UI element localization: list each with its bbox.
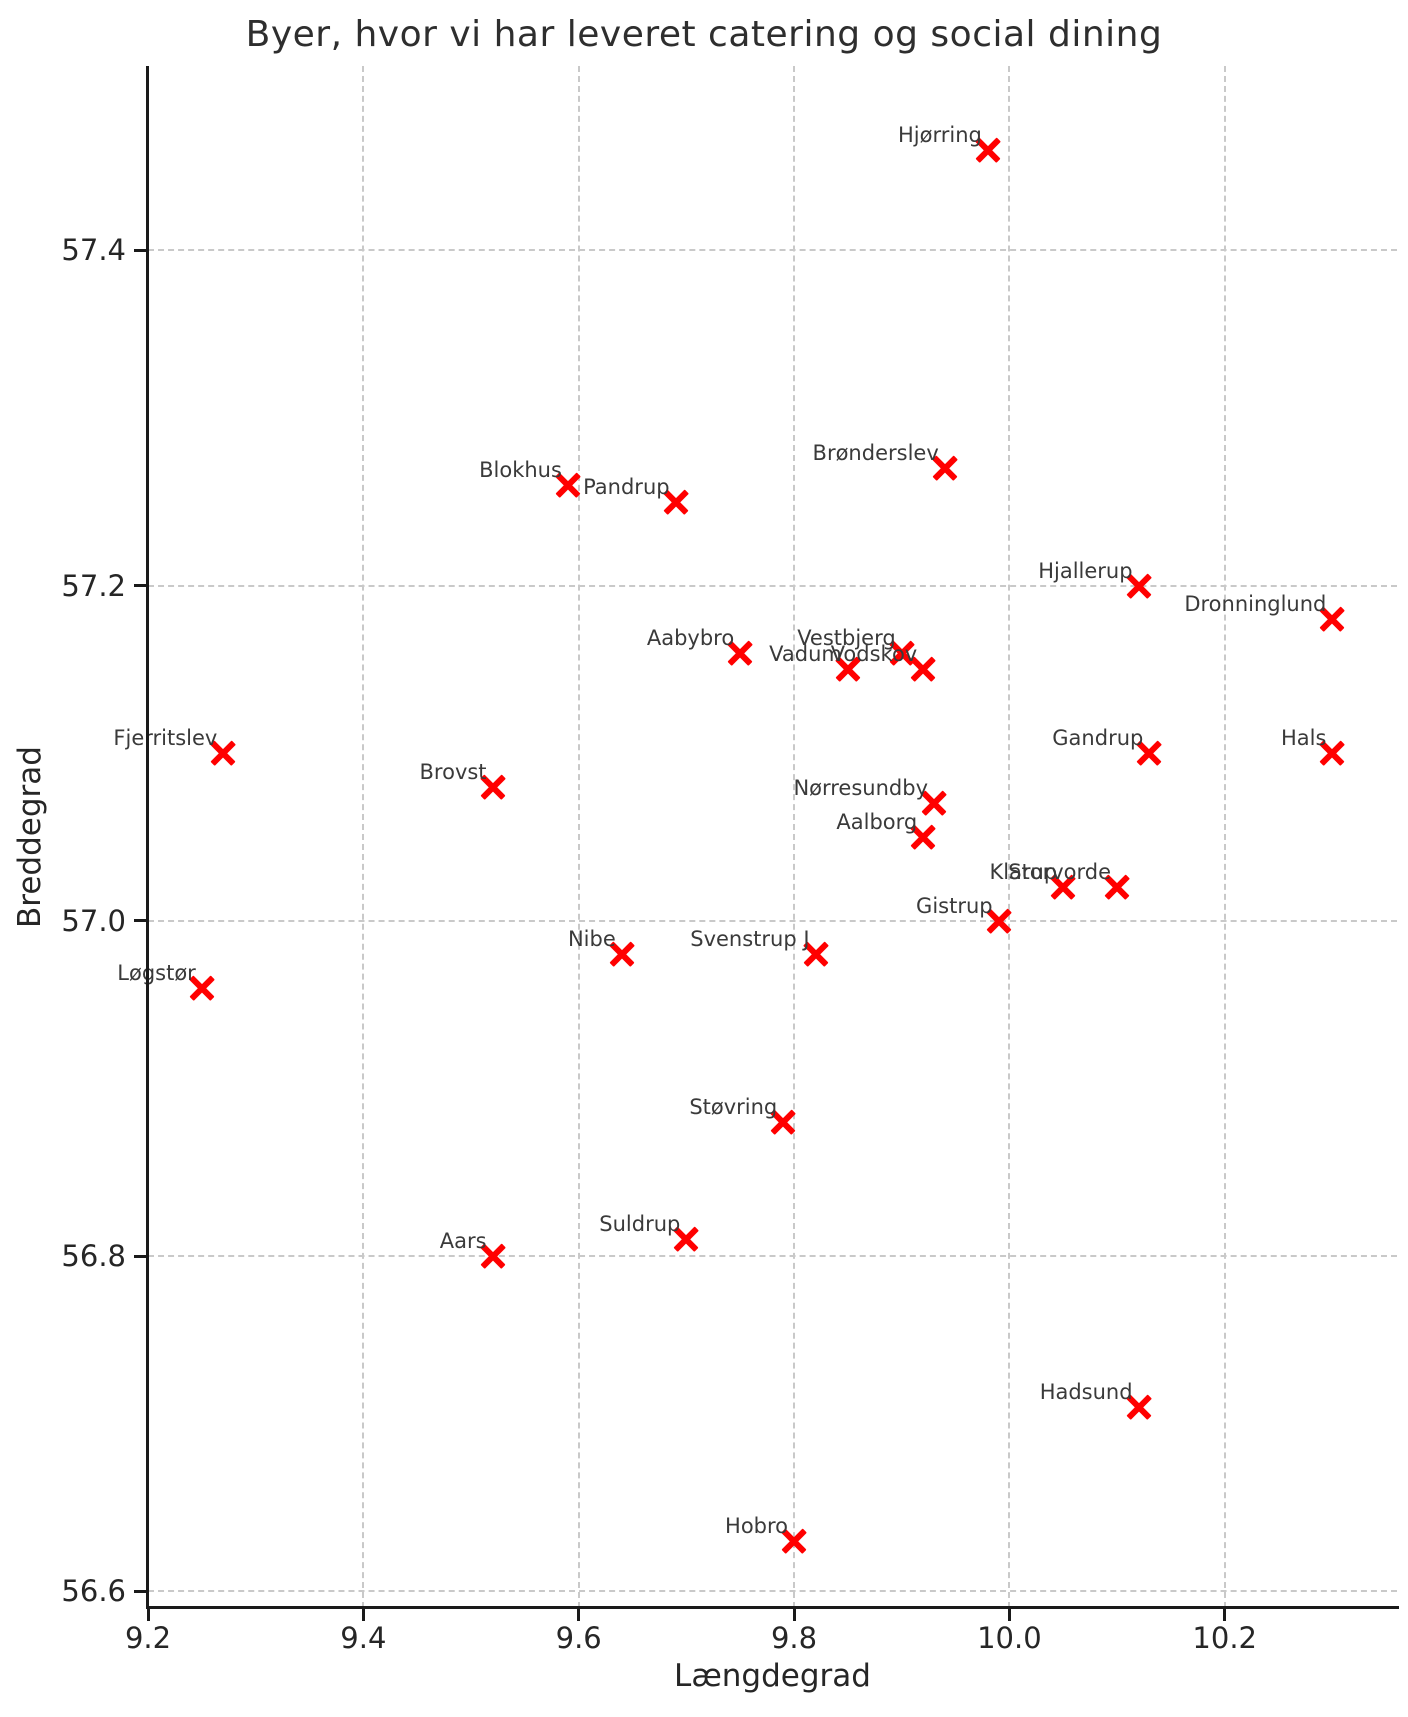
city-label: Hals [1280,726,1327,751]
city-label: Dronninglund [1184,592,1327,617]
y-axis-spine [146,66,149,1608]
city-label: Vodskov [830,642,918,667]
city-label: Støvring [689,1094,778,1119]
y-tick-label: 56.8 [61,1239,126,1274]
city-label: Klarup [989,860,1058,885]
city-label: Gandrup [1052,726,1144,751]
x-tick-label: 9.4 [340,1621,387,1655]
city-label: Fjerritslev [113,726,218,751]
x-tick-mark [1007,1608,1011,1621]
y-tick-mark [134,248,147,252]
x-axis-label: Længdegrad [674,1658,871,1694]
gridline-y [148,249,1397,252]
x-tick-label: 9.2 [124,1621,172,1655]
x-tick-label: 9.8 [770,1621,818,1655]
city-label: Gistrup [916,893,993,918]
x-tick-mark [792,1608,796,1621]
x-tick-mark [361,1608,365,1621]
city-label: Aalborg [836,810,918,834]
x-tick-mark [1223,1608,1227,1621]
y-tick-label: 56.6 [61,1574,126,1609]
gridline-y [148,1590,1397,1593]
gridline-x [1223,66,1226,1608]
city-label: Blokhus [479,458,562,483]
city-label: Nørresundby [793,776,928,801]
gridline-x [362,66,365,1608]
y-axis-label: Breddegrad [12,746,48,928]
city-label: Storvorde [1008,860,1112,885]
gridline-x [793,66,796,1608]
city-label: Hjørring [897,122,982,147]
city-label: Aars [439,1229,487,1254]
city-label: Hadsund [1039,1379,1133,1404]
y-tick-label: 57.2 [61,568,126,603]
city-label: Pandrup [583,474,670,499]
y-tick-mark [134,1254,147,1258]
x-tick-mark [577,1608,581,1621]
city-label: Vestbjerg [797,625,896,650]
x-tick-label: 9.6 [555,1621,602,1655]
y-tick-label: 57.4 [61,233,126,268]
city-label: Nibe [567,927,616,952]
city-label: Hjallerup [1038,558,1133,583]
y-tick-mark [134,919,147,923]
city-label: Hobro [725,1513,789,1538]
chart-title: Byer, hvor vi har leveret catering og so… [245,14,1163,55]
city-label: Brovst [419,759,487,784]
x-tick-mark [146,1608,150,1621]
gridline-y [148,1255,1397,1258]
y-tick-label: 57.0 [61,903,126,938]
city-label: Brønderslev [812,441,939,466]
city-label: Vadum [769,642,842,667]
y-tick-mark [134,584,147,588]
x-tick-label: 10.2 [1192,1621,1258,1655]
gridline-y [148,919,1397,922]
gridline-y [148,584,1397,587]
gridline-x [577,66,580,1608]
x-tick-label: 10.0 [977,1621,1042,1655]
gridline-x [1008,66,1011,1608]
city-label: Suldrup [599,1212,681,1237]
x-axis-spine [146,1606,1399,1609]
y-tick-mark [134,1589,147,1593]
city-label: Løgstør [117,960,196,985]
city-label: Aabybro [646,625,735,650]
city-label: Svenstrup J [690,927,810,952]
